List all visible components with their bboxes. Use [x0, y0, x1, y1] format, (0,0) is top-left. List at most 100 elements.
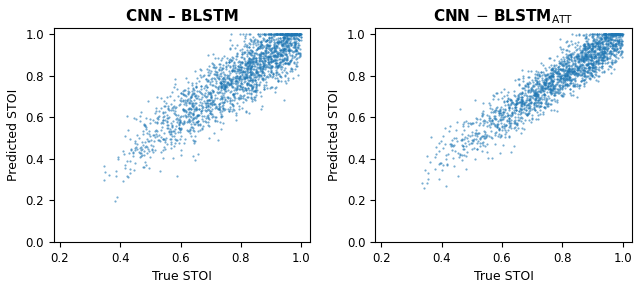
Point [136, 148, 146, 153]
Point [536, 95, 546, 99]
Point [209, 97, 219, 102]
Point [111, 169, 121, 174]
Point [207, 114, 218, 119]
Point [178, 92, 188, 96]
Point [271, 32, 281, 37]
Point [175, 115, 186, 119]
Point [134, 119, 145, 124]
Point [291, 41, 301, 46]
Point [237, 86, 248, 91]
Point [465, 141, 476, 146]
Point [512, 122, 522, 126]
Point [216, 71, 226, 75]
Point [572, 55, 582, 59]
Point [282, 32, 292, 37]
Point [582, 44, 592, 48]
Point [170, 141, 180, 145]
Point [250, 88, 260, 93]
Point [246, 65, 256, 70]
Point [275, 62, 285, 67]
Point [168, 85, 179, 90]
Point [570, 59, 580, 64]
Point [244, 45, 254, 49]
Point [531, 107, 541, 112]
Point [284, 48, 294, 53]
Point [517, 98, 527, 103]
Point [271, 52, 282, 57]
Point [293, 33, 303, 37]
Point [460, 147, 470, 152]
Point [546, 87, 556, 92]
Point [586, 58, 596, 63]
Point [515, 106, 525, 110]
Point [586, 57, 596, 62]
Point [216, 114, 227, 118]
Point [206, 95, 216, 99]
Point [211, 85, 221, 90]
Point [230, 74, 240, 79]
Point [161, 101, 172, 106]
Point [244, 63, 254, 68]
Point [253, 46, 264, 50]
Point [237, 106, 247, 110]
Point [573, 65, 583, 70]
Point [511, 98, 522, 103]
Point [538, 83, 548, 88]
Point [581, 51, 591, 56]
Point [525, 93, 536, 98]
Point [532, 97, 543, 102]
Point [163, 107, 173, 112]
Point [250, 60, 260, 65]
Point [596, 55, 606, 59]
Point [291, 32, 301, 37]
Point [226, 82, 236, 86]
Point [570, 70, 580, 75]
Point [580, 73, 590, 78]
Point [478, 134, 488, 138]
Point [285, 39, 295, 43]
Point [529, 105, 540, 109]
Point [244, 59, 255, 64]
Point [228, 62, 239, 67]
Point [598, 46, 609, 50]
Point [157, 115, 168, 119]
Point [260, 42, 271, 47]
Point [564, 67, 575, 72]
Point [521, 107, 531, 112]
Point [284, 33, 294, 38]
Point [561, 73, 572, 77]
Point [555, 75, 565, 79]
Point [249, 95, 259, 99]
Point [552, 98, 563, 102]
Point [442, 163, 452, 168]
Point [202, 85, 212, 89]
Point [180, 88, 191, 92]
Point [260, 48, 271, 52]
Point [230, 85, 241, 90]
Point [538, 79, 548, 84]
Point [536, 89, 546, 94]
Point [600, 39, 611, 44]
Point [268, 37, 278, 42]
Point [434, 149, 444, 154]
Point [289, 32, 299, 37]
Point [253, 61, 263, 65]
Point [515, 106, 525, 111]
Point [163, 104, 173, 108]
Point [140, 122, 150, 127]
Point [600, 35, 611, 39]
Point [243, 95, 253, 99]
Point [214, 106, 224, 111]
Point [165, 93, 175, 98]
Point [225, 81, 236, 86]
Point [613, 32, 623, 37]
Point [218, 82, 228, 86]
Point [257, 77, 268, 81]
Point [592, 32, 602, 37]
Point [518, 79, 528, 84]
Point [138, 143, 148, 148]
Point [558, 81, 568, 86]
Point [269, 49, 279, 54]
Point [211, 115, 221, 119]
Point [271, 58, 282, 62]
